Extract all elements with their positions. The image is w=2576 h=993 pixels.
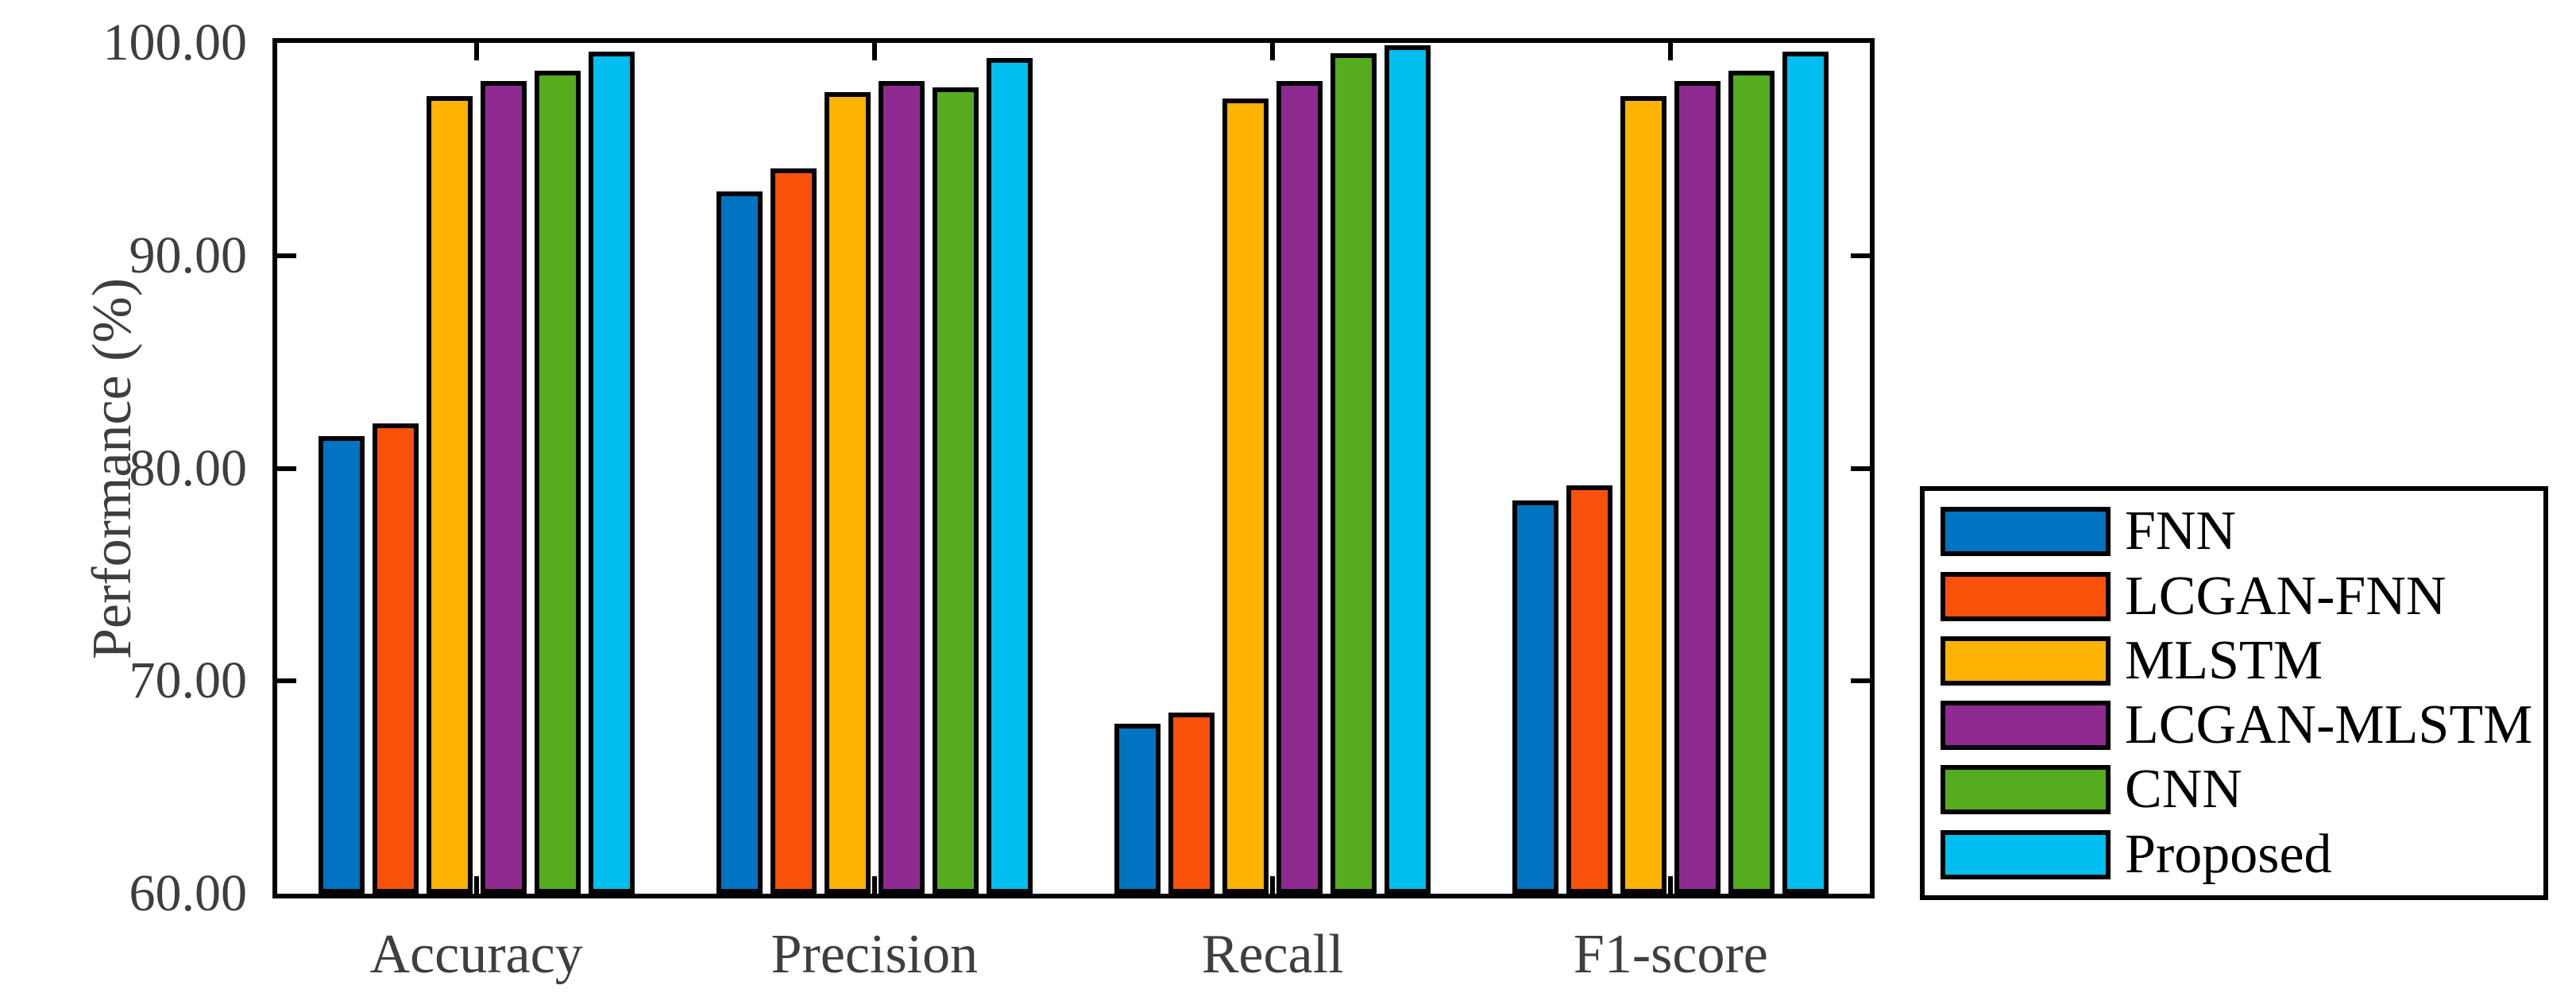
x-tick-mark [871, 876, 877, 894]
legend-item-fnn: FNN [1941, 500, 2543, 563]
y-tick-label: 60.00 [129, 864, 248, 922]
bar-fnn-recall [1114, 723, 1161, 894]
bar-proposed-precision [986, 57, 1033, 894]
legend-swatch [1941, 507, 2111, 557]
bar-mlstm-precision [824, 91, 871, 894]
bar-fnn-precision [716, 191, 763, 894]
bar-lcgan-mlstm-accuracy [480, 81, 527, 894]
y-tick-mark [1851, 466, 1870, 471]
plot-area [272, 38, 1875, 898]
x-tick-mark [1270, 876, 1276, 894]
bar-lcgan-fnn-f1-score [1566, 485, 1613, 894]
y-tick-label: 100.00 [102, 14, 248, 71]
bar-cnn-precision [932, 87, 979, 894]
bar-proposed-f1-score [1782, 51, 1829, 894]
legend-item-lcgan-mlstm: LCGAN-MLSTM [1941, 694, 2543, 757]
bar-proposed-accuracy [588, 51, 635, 894]
y-tick-label: 80.00 [129, 439, 248, 497]
y-tick-label: 90.00 [129, 226, 248, 284]
legend-label: LCGAN-MLSTM [2125, 694, 2533, 756]
legend-swatch [1941, 701, 2111, 751]
y-tick-mark [1851, 678, 1870, 684]
x-category-label: Precision [770, 924, 979, 985]
x-tick-mark [473, 43, 479, 60]
bar-cnn-accuracy [534, 70, 581, 894]
bar-lcgan-fnn-precision [770, 168, 817, 894]
bar-lcgan-fnn-accuracy [372, 423, 419, 894]
x-category-label: Recall [1201, 924, 1344, 985]
bar-lcgan-mlstm-precision [878, 81, 925, 894]
legend-item-cnn: CNN [1941, 758, 2543, 821]
x-tick-mark [1270, 43, 1276, 60]
legend-item-proposed: Proposed [1941, 823, 2543, 887]
legend-label: FNN [2125, 500, 2237, 562]
x-tick-mark [1668, 876, 1674, 894]
x-category-label: F1-score [1573, 924, 1768, 985]
legend-label: Proposed [2125, 823, 2332, 885]
legend-box: FNN LCGAN-FNN MLSTM LCGAN-MLSTM CNN Proposed [1920, 486, 2548, 900]
legend-swatch [1941, 636, 2111, 686]
bar-proposed-recall [1385, 44, 1431, 894]
y-tick-mark [277, 466, 296, 471]
y-tick-mark [277, 253, 296, 258]
bar-fnn-accuracy [318, 436, 365, 894]
legend-label: MLSTM [2125, 629, 2323, 691]
bar-cnn-recall [1330, 53, 1377, 894]
bar-mlstm-recall [1222, 98, 1269, 894]
y-tick-mark [277, 678, 296, 684]
legend-item-mlstm: MLSTM [1941, 629, 2543, 693]
legend-label: CNN [2125, 759, 2242, 821]
bar-lcgan-mlstm-recall [1276, 81, 1323, 894]
bar-mlstm-f1-score [1620, 95, 1667, 894]
y-tick-mark [1851, 253, 1870, 258]
x-tick-mark [473, 876, 479, 894]
legend-swatch [1941, 571, 2111, 621]
legend-item-lcgan-fnn: LCGAN-FNN [1941, 565, 2543, 628]
y-tick-label: 70.00 [129, 651, 248, 710]
legend-swatch [1941, 829, 2111, 879]
bar-lcgan-fnn-recall [1168, 713, 1215, 894]
legend-label: LCGAN-FNN [2125, 565, 2447, 627]
x-tick-mark [871, 43, 877, 60]
bar-cnn-f1-score [1728, 70, 1775, 894]
bar-fnn-f1-score [1512, 500, 1559, 894]
bar-mlstm-accuracy [426, 95, 473, 894]
x-tick-mark [1668, 43, 1674, 60]
legend-swatch [1941, 765, 2111, 815]
x-category-label: Accuracy [369, 924, 583, 985]
bar-lcgan-mlstm-f1-score [1674, 81, 1721, 894]
